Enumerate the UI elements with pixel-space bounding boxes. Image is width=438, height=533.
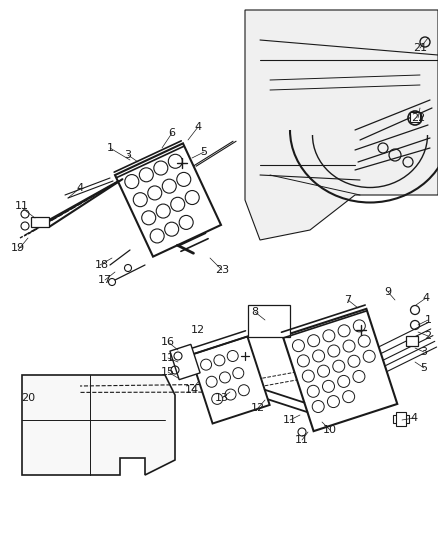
Text: 20: 20 [21,393,35,403]
Text: 4: 4 [77,183,84,193]
Text: 8: 8 [251,307,258,317]
Text: 23: 23 [215,265,229,275]
Text: 6: 6 [169,128,176,138]
Text: 11: 11 [283,415,297,425]
Text: 12: 12 [251,403,265,413]
Text: 5: 5 [420,363,427,373]
Text: 19: 19 [11,243,25,253]
Polygon shape [170,344,200,379]
Text: 3: 3 [124,150,131,160]
Text: 12: 12 [191,325,205,335]
Bar [396,412,406,426]
Text: 11: 11 [295,435,309,445]
Text: 16: 16 [161,337,175,347]
Text: 15: 15 [161,367,175,377]
Bar [393,415,409,423]
Text: 11: 11 [15,201,29,211]
Text: 14: 14 [185,385,199,395]
Text: 1: 1 [106,143,113,153]
Text: 5: 5 [201,147,208,157]
Text: 1: 1 [424,315,431,325]
Polygon shape [31,217,49,227]
Text: 4: 4 [422,293,430,303]
Text: 3: 3 [420,347,427,357]
Text: 4: 4 [194,122,201,132]
Bar [406,336,418,346]
Text: 22: 22 [411,113,425,123]
Text: 13: 13 [215,393,229,403]
Polygon shape [115,143,221,256]
Text: 4: 4 [410,413,417,423]
Text: 2: 2 [424,331,431,341]
Text: 7: 7 [344,295,352,305]
Text: 11: 11 [161,353,175,363]
Polygon shape [22,375,175,475]
Bar [248,305,290,337]
Text: 21: 21 [413,43,427,53]
Text: 10: 10 [323,425,337,435]
Polygon shape [245,10,438,240]
Text: 18: 18 [95,260,109,270]
Bar [410,112,420,122]
Polygon shape [283,309,397,431]
Polygon shape [191,336,270,424]
Text: 9: 9 [385,287,392,297]
Text: 17: 17 [98,275,112,285]
